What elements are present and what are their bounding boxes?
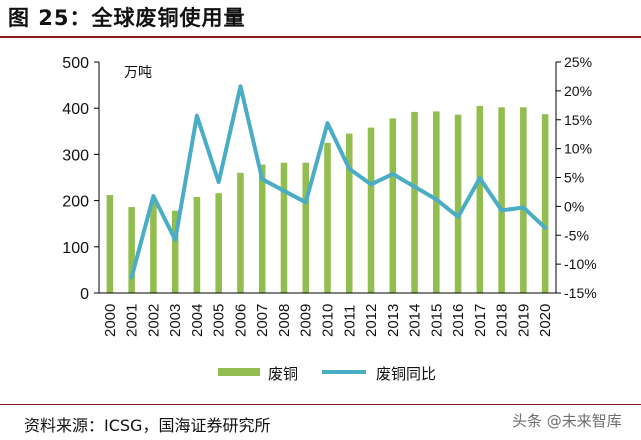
bar — [302, 162, 310, 293]
left-tick-label: 300 — [62, 147, 89, 164]
x-tick-label: 2019 — [515, 304, 532, 337]
bar — [258, 164, 266, 293]
bar — [237, 172, 244, 293]
x-tick-label: 2020 — [537, 304, 554, 337]
bar — [106, 195, 114, 293]
legend-bar-label: 废铜 — [268, 366, 298, 383]
bar — [150, 201, 157, 293]
bar — [411, 111, 418, 293]
source-note: 资料来源：ICSG，国海证券研究所 — [24, 416, 271, 435]
x-tick-label: 2006 — [232, 304, 249, 337]
x-tick-label: 2011 — [341, 305, 358, 337]
x-tick-label: 2016 — [450, 304, 467, 337]
legend-bar-swatch — [218, 368, 260, 376]
x-tick-label: 2008 — [276, 304, 293, 337]
left-tick-label: 200 — [62, 194, 89, 211]
legend-line-label: 废铜同比 — [376, 366, 436, 383]
bar — [541, 114, 549, 294]
bar — [215, 193, 222, 293]
title-divider — [0, 36, 641, 38]
bar — [433, 111, 440, 294]
left-tick-label: 0 — [80, 286, 89, 303]
bar — [389, 118, 397, 293]
x-tick-label: 2017 — [472, 304, 489, 337]
bar — [367, 127, 375, 293]
bar — [171, 210, 179, 293]
bar — [476, 105, 484, 293]
bar — [454, 114, 462, 293]
x-tick-label: 2004 — [189, 304, 206, 337]
right-tick-label: 10% — [564, 141, 592, 157]
x-tick-label: 2014 — [407, 304, 424, 337]
left-tick-label: 400 — [62, 101, 89, 118]
legend: 废铜 废铜同比 — [218, 366, 436, 383]
x-tick-label: 2007 — [254, 304, 271, 337]
watermark: 头条 @未来智库 — [512, 412, 622, 430]
x-tick-label: 2009 — [298, 304, 315, 337]
left-tick-label: 100 — [62, 240, 89, 257]
bar — [193, 196, 201, 293]
x-tick-label: 2005 — [211, 304, 228, 337]
right-tick-label: 15% — [564, 112, 592, 128]
bar — [324, 142, 331, 293]
left-tick-label: 500 — [62, 55, 89, 72]
x-tick-label: 2013 — [385, 304, 402, 337]
source-divider — [0, 404, 641, 405]
bar — [128, 207, 135, 293]
x-tick-label: 2018 — [494, 304, 511, 337]
x-tick-label: 2015 — [428, 304, 445, 337]
right-tick-label: -10% — [564, 256, 597, 272]
right-tick-label: 20% — [564, 83, 592, 99]
right-tick-label: 0% — [564, 198, 584, 214]
x-tick-label: 2000 — [102, 304, 119, 337]
right-tick-label: -15% — [564, 285, 597, 301]
yoy-line — [129, 84, 548, 280]
x-tick-label: 2001 — [124, 304, 141, 337]
x-tick-label: 2010 — [320, 304, 337, 337]
chart: 0 100 200 300 400 500 -15% -10% -5% 0% 5% 10% 15% 20%… — [62, 54, 597, 383]
x-tick-label: 2002 — [145, 304, 162, 337]
bar — [498, 107, 505, 293]
x-tick-label: 2012 — [363, 304, 380, 337]
right-tick-label: 5% — [564, 170, 584, 186]
right-tick-label: 25% — [564, 54, 592, 70]
bar — [280, 162, 288, 293]
chart-title: 图 25：全球废铜使用量 — [8, 6, 246, 30]
bar — [345, 133, 353, 293]
x-tick-label: 2003 — [167, 304, 184, 337]
right-tick-label: -5% — [564, 227, 589, 243]
unit-label: 万吨 — [124, 64, 152, 80]
bar — [520, 107, 527, 293]
